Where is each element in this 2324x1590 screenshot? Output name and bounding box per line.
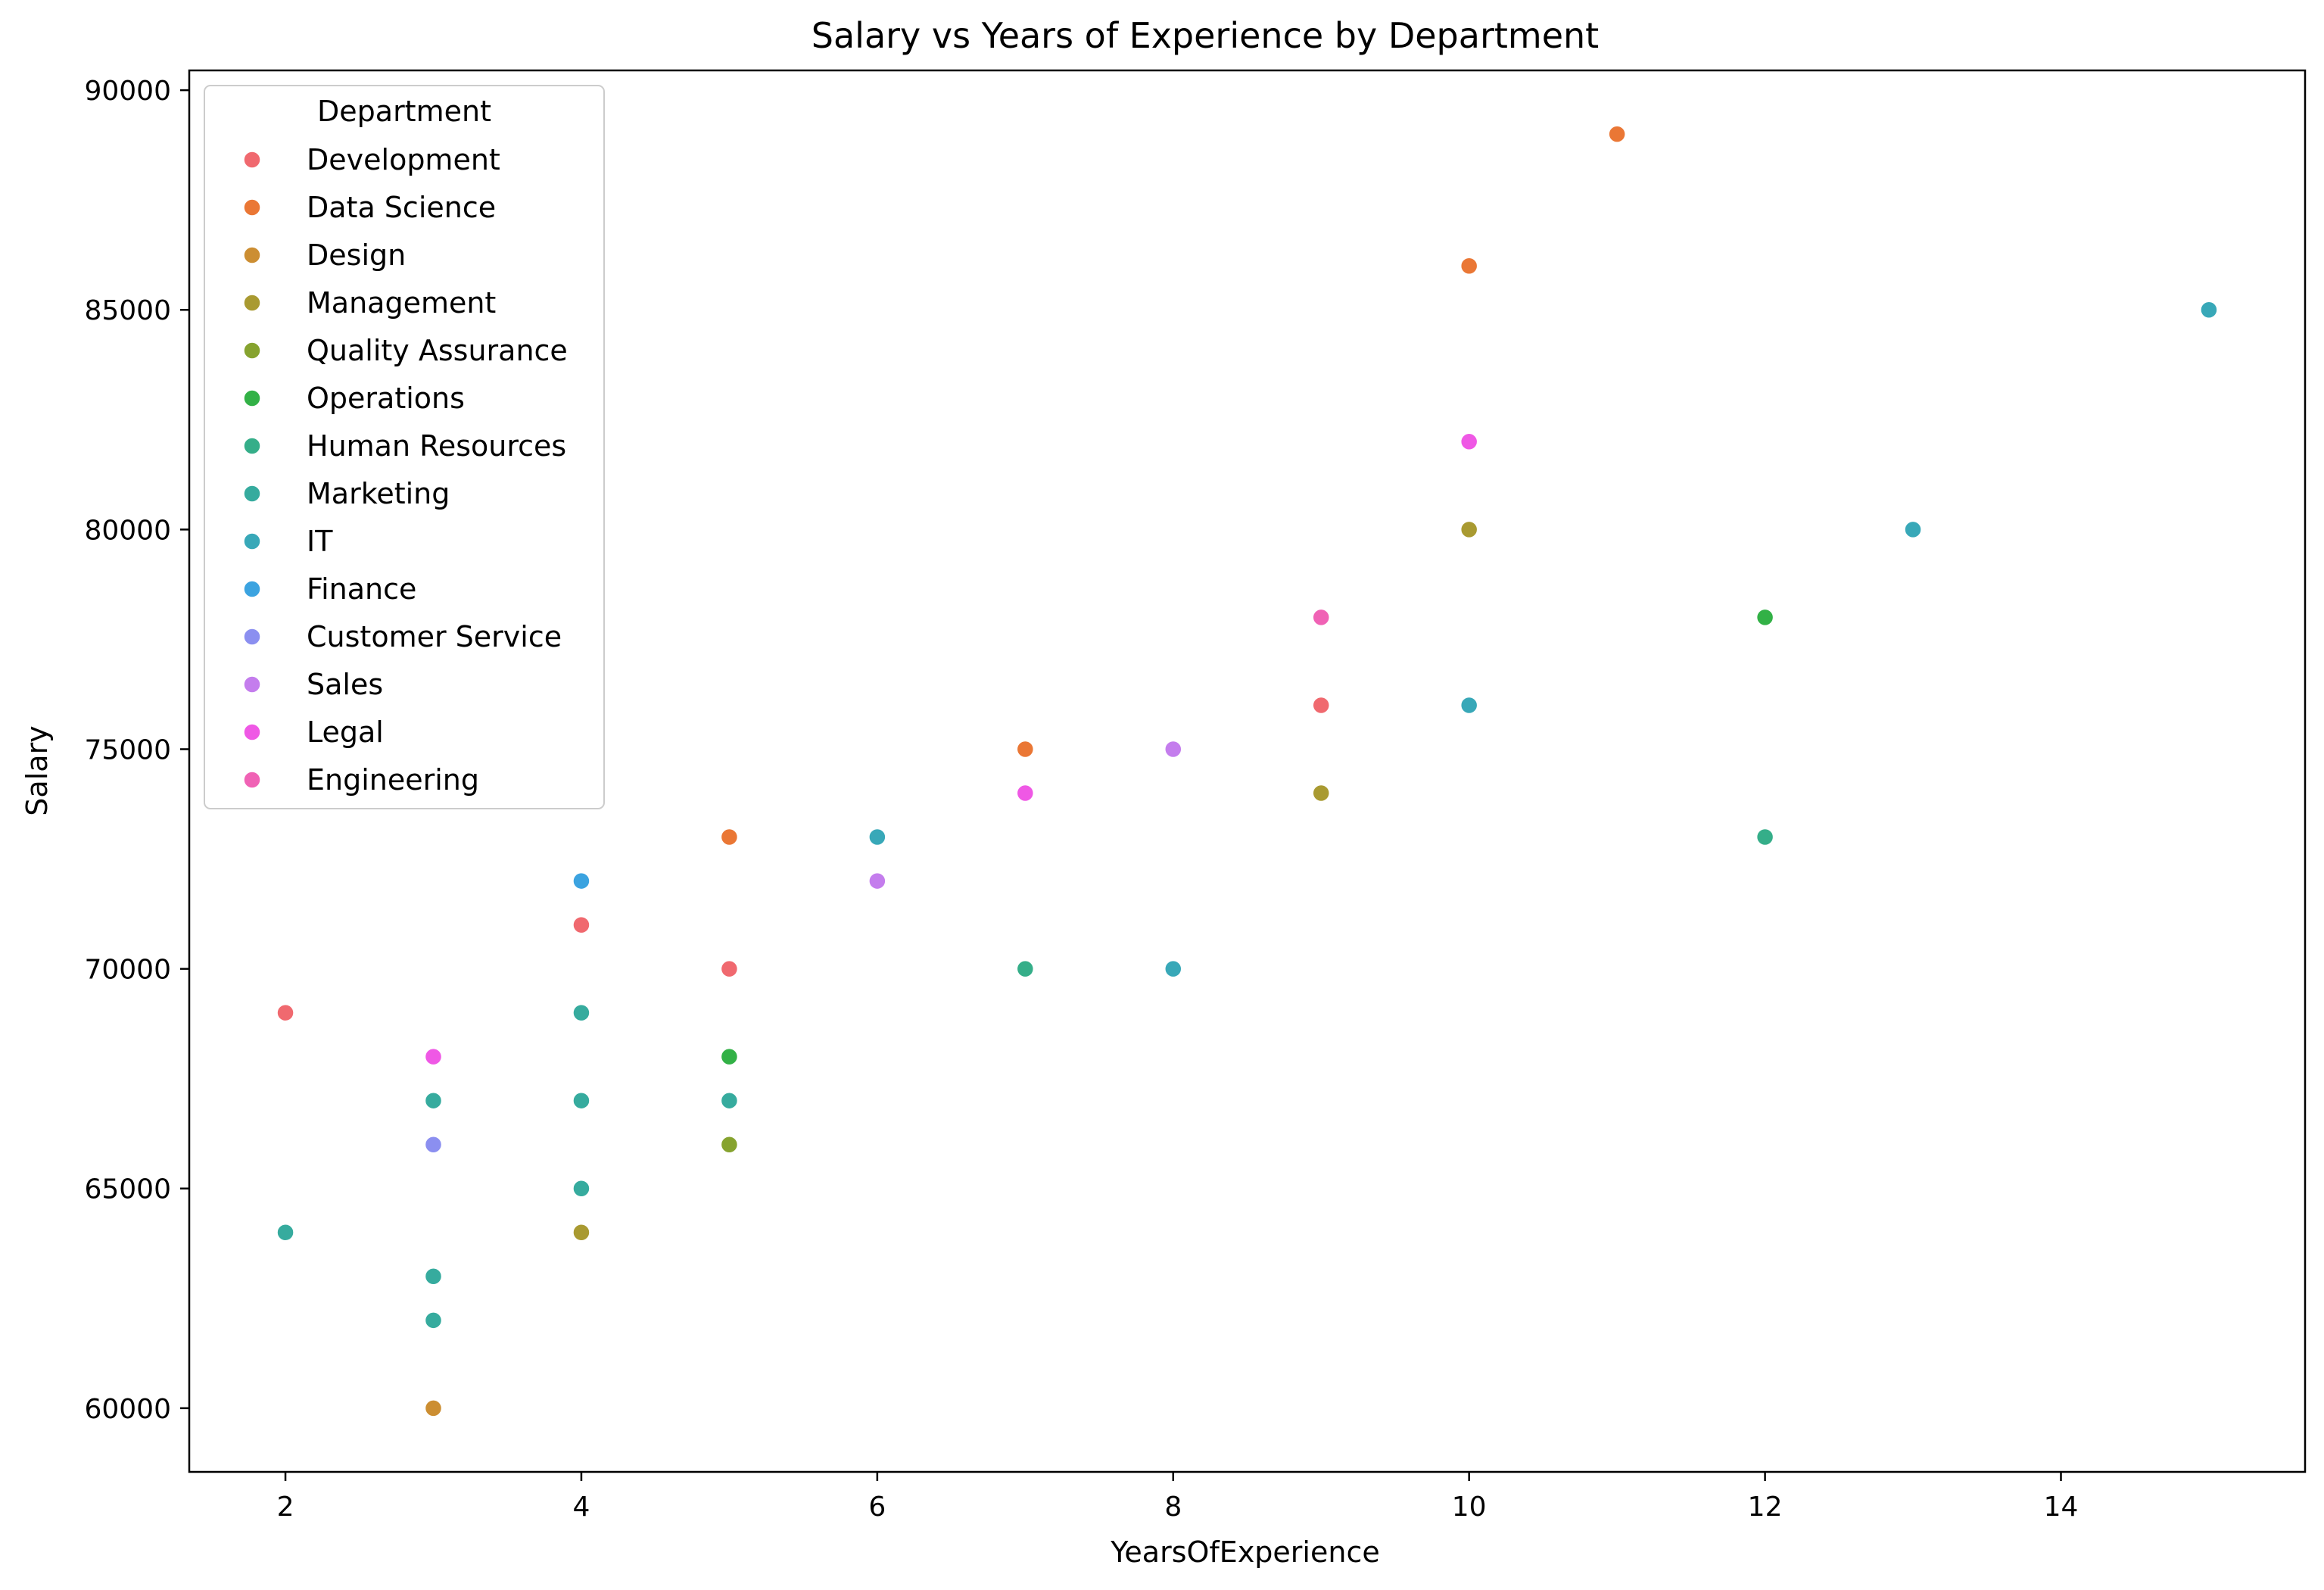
x-axis-label: YearsOfExperience — [1110, 1535, 1379, 1569]
legend-marker — [243, 532, 261, 550]
x-tick-label: 14 — [2044, 1492, 2079, 1523]
y-tick-label: 90000 — [84, 76, 171, 107]
data-point — [1460, 257, 1478, 275]
legend-marker — [243, 485, 261, 503]
y-tick-label: 75000 — [84, 734, 171, 765]
data-point — [276, 1003, 294, 1022]
data-point — [1608, 125, 1626, 143]
legend-entry-label: Human Resources — [307, 429, 566, 463]
data-point — [1312, 784, 1330, 803]
data-point — [720, 1135, 739, 1154]
y-axis-label: Salary — [20, 725, 54, 815]
data-point — [1755, 828, 1774, 846]
data-point — [572, 1003, 590, 1022]
legend-entry-label: Legal — [307, 716, 384, 749]
legend-frame — [204, 85, 605, 809]
data-point — [1312, 696, 1330, 715]
legend-entry-label: Customer Service — [307, 620, 562, 653]
data-point — [424, 1399, 443, 1417]
data-point — [1016, 784, 1035, 803]
chart-title: Salary vs Years of Experience by Departm… — [812, 15, 1599, 56]
x-tick-label: 12 — [1748, 1492, 1783, 1523]
legend-entry-label: Management — [307, 286, 496, 320]
data-point — [868, 828, 886, 846]
data-point — [572, 915, 590, 934]
x-tick-label: 8 — [1164, 1492, 1182, 1523]
legend-marker — [243, 628, 261, 646]
data-point — [720, 1047, 739, 1066]
data-point — [1016, 959, 1035, 978]
data-point — [424, 1091, 443, 1110]
legend-marker — [243, 437, 261, 455]
legend-marker — [243, 294, 261, 312]
data-points-layer — [276, 125, 2218, 1417]
data-point — [720, 1091, 739, 1110]
legend-marker — [243, 341, 261, 360]
y-axis-ticks: 60000 65000 70000 75000 80000 85000 90000 — [84, 76, 189, 1425]
y-tick-label: 60000 — [84, 1394, 171, 1425]
legend-entry-label: Sales — [307, 668, 383, 701]
data-point — [1460, 520, 1478, 539]
legend-entry-label: IT — [307, 525, 333, 558]
legend-entry-label: Engineering — [307, 763, 479, 797]
data-point — [424, 1267, 443, 1286]
legend-entry-label: Development — [307, 143, 500, 176]
x-tick-label: 10 — [1452, 1492, 1487, 1523]
legend-marker — [243, 723, 261, 741]
plot-area-frame — [188, 69, 2307, 1473]
y-tick-label: 85000 — [84, 295, 171, 326]
x-axis-ticks: 2 4 6 8 10 12 14 — [277, 1472, 2079, 1523]
data-point — [572, 871, 590, 890]
data-point — [1164, 959, 1182, 978]
x-tick-label: 6 — [868, 1492, 886, 1523]
legend-marker — [243, 675, 261, 694]
legend-entry-label: Marketing — [307, 477, 450, 510]
legend-marker — [243, 198, 261, 217]
data-point — [424, 1311, 443, 1330]
data-point — [572, 1179, 590, 1198]
data-point — [572, 1224, 590, 1242]
data-point — [720, 959, 739, 978]
legend-entry-label: Finance — [307, 572, 416, 606]
data-point — [1164, 740, 1182, 759]
legend-entry-label: Data Science — [307, 191, 496, 224]
legend-marker — [243, 580, 261, 598]
legend-marker — [243, 771, 261, 789]
data-point — [424, 1047, 443, 1066]
data-point — [572, 1091, 590, 1110]
data-point — [868, 871, 886, 890]
legend-marker — [243, 151, 261, 169]
data-point — [1016, 740, 1035, 759]
data-point — [1755, 608, 1774, 627]
data-point — [2200, 301, 2218, 319]
y-tick-label: 80000 — [84, 515, 171, 546]
legend-entry-label: Quality Assurance — [307, 334, 568, 367]
data-point — [1460, 432, 1478, 451]
data-point — [720, 828, 739, 846]
data-point — [1460, 696, 1478, 715]
legend-marker — [243, 246, 261, 264]
data-point — [276, 1224, 294, 1242]
y-tick-label: 65000 — [84, 1174, 171, 1205]
y-tick-label: 70000 — [84, 955, 171, 986]
legend-entry-label: Operations — [307, 382, 465, 415]
x-tick-label: 2 — [277, 1492, 294, 1523]
legend-marker — [243, 389, 261, 407]
legend-entry-label: Design — [307, 238, 406, 272]
legend: Department Development Data Science Design… — [204, 85, 605, 809]
data-point — [1312, 608, 1330, 627]
data-point — [424, 1135, 443, 1154]
data-point — [1904, 520, 1922, 539]
legend-title: Department — [317, 95, 491, 128]
x-tick-label: 4 — [573, 1492, 590, 1523]
